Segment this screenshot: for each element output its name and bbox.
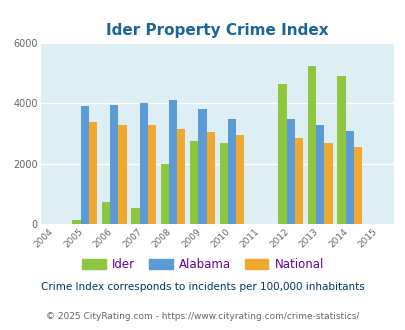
Bar — [206, 132, 214, 224]
Bar — [337, 76, 345, 224]
Bar — [102, 202, 110, 224]
Bar — [81, 106, 89, 224]
Bar — [353, 147, 361, 224]
Bar — [131, 208, 139, 224]
Bar — [160, 164, 168, 224]
Bar — [168, 100, 177, 224]
Bar — [324, 143, 332, 224]
Bar — [315, 124, 324, 224]
Bar — [147, 124, 156, 224]
Bar — [219, 143, 227, 224]
Text: © 2025 CityRating.com - https://www.cityrating.com/crime-statistics/: © 2025 CityRating.com - https://www.city… — [46, 312, 359, 321]
Bar — [110, 105, 118, 224]
Bar — [227, 118, 235, 224]
Bar — [177, 129, 185, 224]
Bar — [235, 135, 244, 224]
Bar — [190, 141, 198, 224]
Title: Ider Property Crime Index: Ider Property Crime Index — [106, 22, 328, 38]
Bar — [198, 110, 206, 224]
Bar — [286, 118, 294, 224]
Bar — [345, 131, 353, 224]
Bar — [278, 84, 286, 224]
Bar — [72, 220, 81, 224]
Bar — [89, 121, 97, 224]
Bar — [118, 124, 126, 224]
Bar — [139, 103, 147, 224]
Text: Crime Index corresponds to incidents per 100,000 inhabitants: Crime Index corresponds to incidents per… — [41, 282, 364, 292]
Legend: Ider, Alabama, National: Ider, Alabama, National — [77, 253, 328, 276]
Bar — [294, 138, 303, 224]
Bar — [307, 66, 315, 224]
